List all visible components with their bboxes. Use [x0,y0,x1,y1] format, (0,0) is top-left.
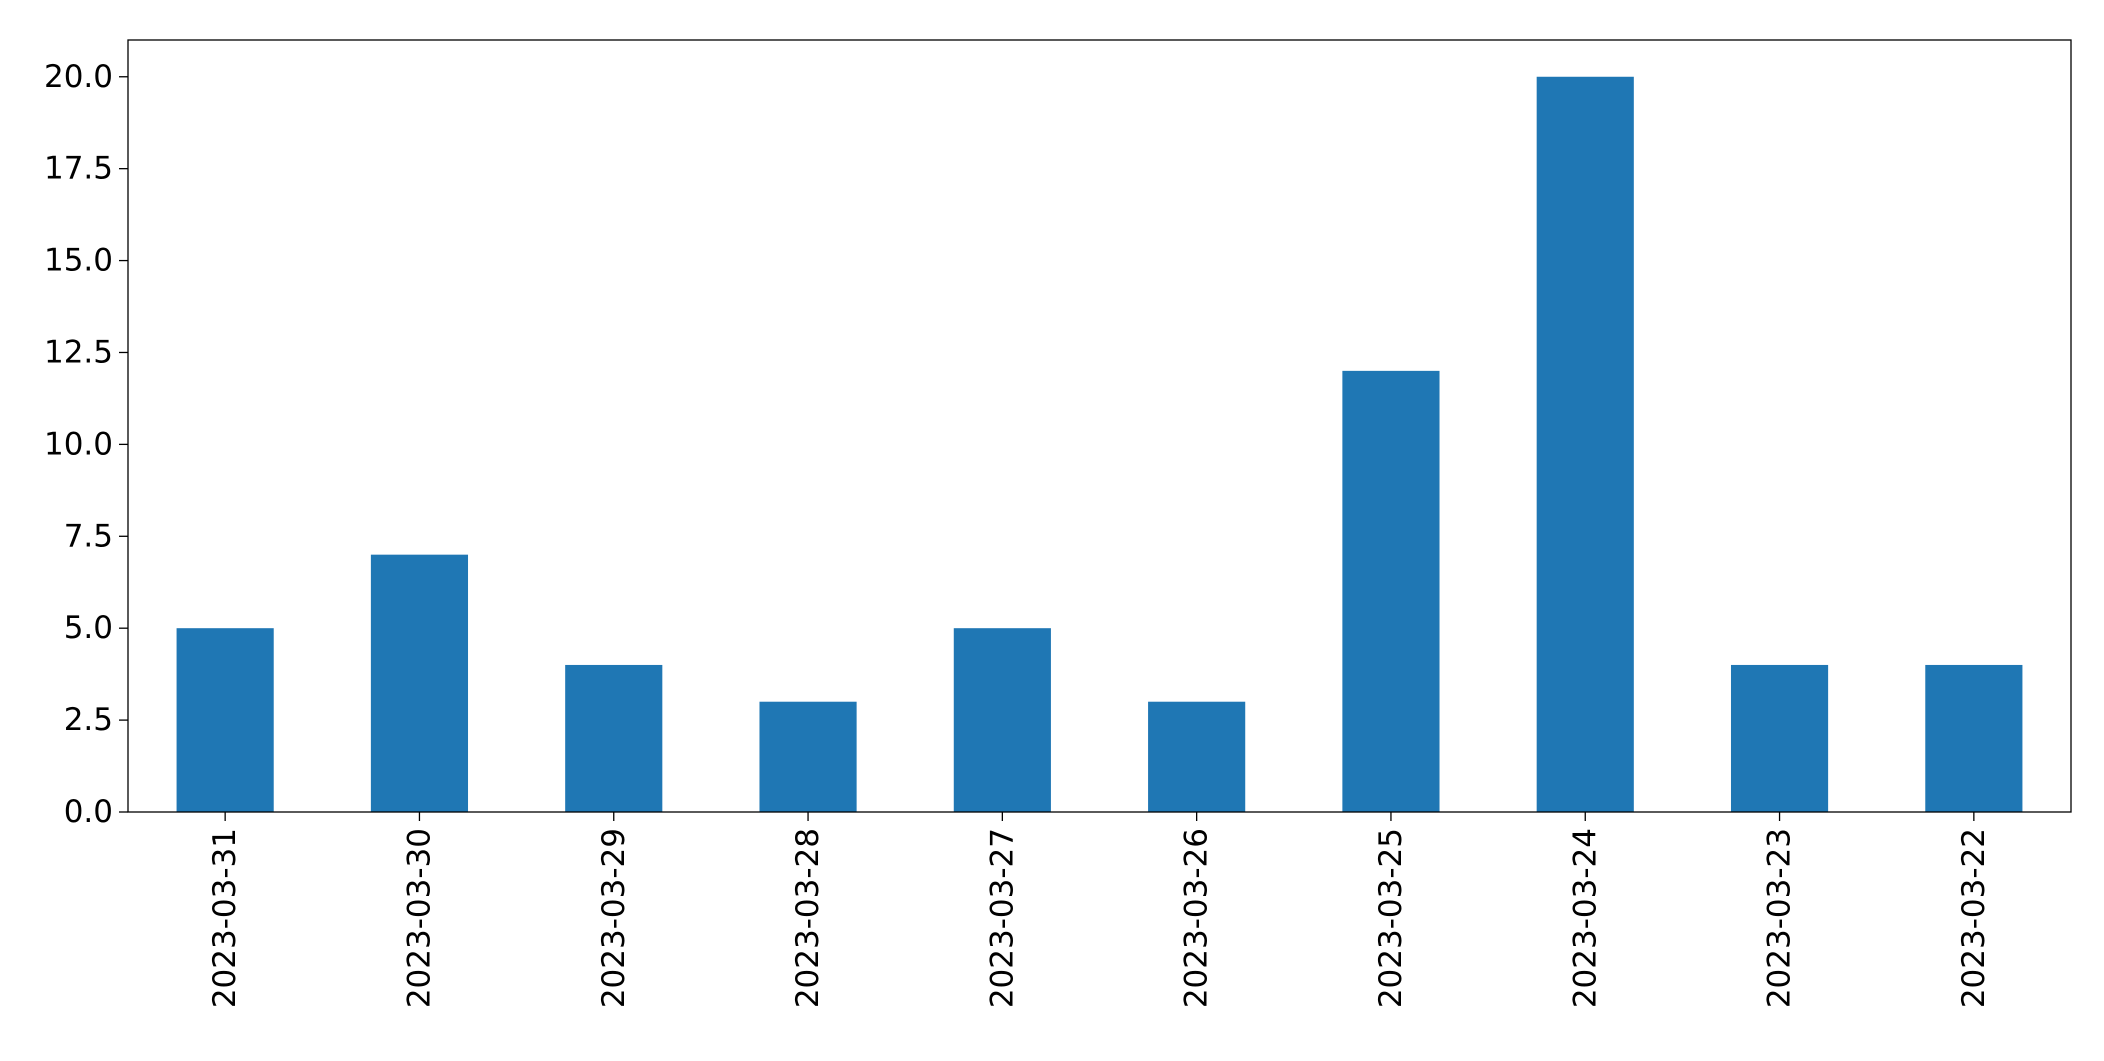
y-tick-label: 15.0 [44,243,113,279]
y-tick-label: 10.0 [44,426,113,462]
bar-2023-03-22 [1925,664,2023,812]
y-tick-label: 7.5 [64,518,113,554]
y-tick-label: 0.0 [64,794,113,830]
plot-frame [127,39,2072,813]
x-tick-label: 2023-03-25 [1373,828,1409,1008]
bar-2023-03-26 [1148,701,1246,812]
x-tick-label: 2023-03-23 [1762,828,1798,1008]
bar-2023-03-28 [759,701,857,812]
x-tick-label: 2023-03-29 [596,828,632,1008]
y-axis: 0.0 2.5 5.0 7.5 10.0 12.5 15.0 17.5 20.0 [44,59,128,830]
x-tick-label: 2023-03-22 [1956,828,1992,1008]
bar-2023-03-24 [1536,76,1634,812]
bars-layer [176,76,2023,812]
x-tick-label: 2023-03-27 [984,828,1020,1008]
bar-2023-03-27 [953,628,1051,812]
y-tick-label: 2.5 [64,702,113,738]
y-tick-label: 12.5 [44,334,113,370]
x-tick-label: 2023-03-30 [401,828,437,1008]
x-axis: 2023-03-31 2023-03-30 2023-03-29 2023-03-28… [207,812,1992,1008]
x-tick-label: 2023-03-28 [790,828,826,1008]
x-tick-label: 2023-03-26 [1179,828,1215,1008]
bar-2023-03-31 [176,628,274,812]
bar-2023-03-30 [370,554,469,812]
bar-2023-03-29 [565,664,663,812]
y-tick-label: 5.0 [64,610,113,646]
x-tick-label: 2023-03-31 [207,828,243,1008]
x-tick-label: 2023-03-24 [1567,828,1603,1008]
y-tick-label: 17.5 [44,151,113,187]
bar-2023-03-23 [1730,664,1829,812]
bar-2023-03-25 [1342,370,1440,812]
y-tick-label: 20.0 [44,59,113,95]
